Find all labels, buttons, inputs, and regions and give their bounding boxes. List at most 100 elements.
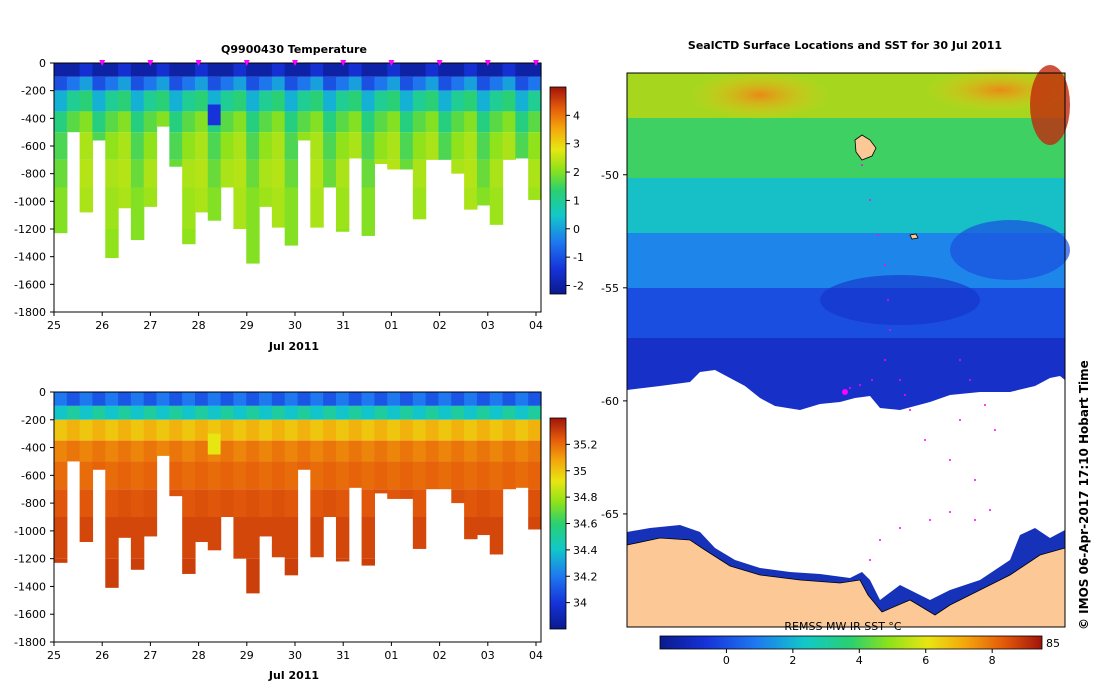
seal-track-point [859, 384, 861, 386]
seal-track-point [924, 439, 926, 441]
profile-cell [233, 489, 247, 517]
profile-cell [66, 440, 81, 462]
profile-cell [438, 461, 452, 490]
profile-cell [79, 159, 94, 188]
profile-cell [348, 392, 363, 406]
profile-cell [335, 76, 350, 91]
profile-cell [182, 111, 196, 133]
profile-cell [246, 405, 260, 420]
seal-track-point [959, 359, 961, 361]
profile-cell [476, 90, 491, 112]
profile-cell [130, 392, 145, 406]
profile-cell [220, 90, 235, 112]
colorbar-tick-label: -1 [573, 251, 584, 264]
profile-cell [464, 90, 478, 112]
profile-cell [387, 489, 401, 499]
profile-cell [207, 489, 222, 517]
x-tick-label: 04 [529, 649, 543, 662]
temperature-panel: Q9900430 Temperature 0 -200 -400 -600 -800 -1… [14, 43, 584, 353]
profile-cell [54, 489, 68, 517]
profile-cell [310, 63, 324, 77]
map-title: SealCTD Surface Locations and SST for 30… [688, 39, 1002, 52]
seal-track-point [929, 519, 931, 521]
profile-cell [79, 461, 94, 490]
profile-cell [271, 419, 286, 441]
profile-cell [323, 392, 337, 406]
profile-cell [233, 517, 247, 559]
profile-cell [259, 90, 273, 112]
seal-track-point [949, 511, 951, 513]
profile-cell [194, 405, 209, 420]
profile-marker [340, 60, 347, 66]
profile-marker [147, 60, 154, 66]
sst-field [627, 65, 1075, 413]
salinity-panel: 0 -200 -400 -600 -800 -1000 -1200 -1400 -1600 -18… [14, 386, 597, 682]
y-tick-label: -1000 [14, 525, 46, 538]
profile-cell [476, 405, 491, 420]
profile-cell [489, 132, 504, 160]
seal-track-point [984, 404, 986, 406]
profile-cell [105, 392, 119, 406]
profile-cell [105, 461, 119, 490]
profile-cell [54, 63, 68, 77]
profile-cell [374, 63, 388, 77]
profile-cell [451, 159, 465, 174]
profile-cell [233, 132, 247, 160]
profile-cell [246, 229, 260, 264]
profile-cell [489, 392, 504, 406]
profile-cell [528, 76, 542, 91]
profile-cell [118, 90, 132, 112]
profile-cell [105, 90, 119, 112]
x-tick-label: 02 [433, 649, 447, 662]
profile-cell [130, 558, 145, 570]
salinity-x-label: Jul 2011 [268, 669, 319, 682]
y-tick-label: -400 [21, 112, 46, 125]
profile-cell [92, 90, 106, 112]
colorbar-tick-label: 34.8 [573, 491, 598, 504]
temperature-colorbar [549, 86, 567, 295]
seal-track-point [871, 379, 873, 381]
profile-cell [476, 63, 491, 77]
profile-cell [464, 440, 478, 462]
seal-track-point [879, 539, 881, 541]
profile-cell [233, 419, 247, 441]
profile-cell [246, 159, 260, 188]
profile-cell [79, 489, 94, 517]
colorbar-tick-label: 34 [573, 597, 587, 610]
profile-cell [105, 419, 119, 441]
profile-cell [374, 132, 388, 160]
profile-cell [374, 76, 388, 91]
profile-cell [259, 63, 273, 77]
profile-cell [323, 76, 337, 91]
profile-cell [412, 132, 427, 160]
profile-cell [297, 76, 311, 91]
profile-cell [464, 461, 478, 490]
profile-cell [361, 63, 375, 77]
profile-cell [130, 187, 145, 229]
profile-cell [182, 392, 196, 406]
seal-track-point [904, 394, 906, 396]
profile-cell [297, 90, 311, 112]
profile-cell [194, 419, 209, 441]
profile-cell [284, 159, 299, 188]
profile-cell [348, 63, 363, 77]
profile-cell [284, 392, 299, 406]
profile-cell [400, 489, 414, 499]
profile-cell [130, 229, 145, 241]
profile-cell [361, 159, 375, 188]
profile-cell [194, 111, 209, 133]
island-heard [909, 233, 919, 240]
profile-cell [259, 419, 273, 441]
profile-cell [54, 517, 68, 559]
profile-cell [400, 392, 414, 406]
profile-cell [182, 517, 196, 559]
profile-cell [361, 132, 375, 160]
profile-cell [515, 419, 529, 441]
profile-cell [489, 440, 504, 462]
profile-cell [79, 111, 94, 133]
profile-cell [502, 63, 516, 77]
profile-cell [233, 159, 247, 188]
profile-cell [323, 111, 337, 133]
profile-cell [476, 76, 491, 91]
